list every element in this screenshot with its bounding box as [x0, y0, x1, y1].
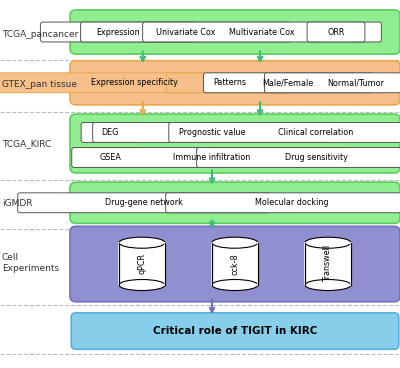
FancyBboxPatch shape	[70, 226, 400, 302]
Text: Transwell: Transwell	[324, 245, 332, 282]
Text: Male/Female: Male/Female	[262, 78, 314, 87]
Text: GTEX_pan tissue: GTEX_pan tissue	[2, 80, 77, 89]
FancyBboxPatch shape	[0, 73, 295, 93]
Ellipse shape	[212, 237, 258, 248]
Text: Univariate Cox: Univariate Cox	[156, 28, 216, 36]
Ellipse shape	[119, 280, 165, 291]
Ellipse shape	[212, 280, 258, 291]
FancyBboxPatch shape	[143, 22, 381, 42]
Text: Cell
Experiments: Cell Experiments	[2, 254, 59, 273]
Text: Normal/Tumor: Normal/Tumor	[328, 78, 384, 87]
FancyBboxPatch shape	[40, 22, 196, 42]
FancyBboxPatch shape	[93, 123, 331, 142]
FancyBboxPatch shape	[166, 73, 294, 93]
Text: Expression: Expression	[96, 28, 140, 36]
Text: Multivariate Cox: Multivariate Cox	[229, 28, 295, 36]
FancyBboxPatch shape	[307, 22, 365, 42]
Text: TCGA_pancancer: TCGA_pancancer	[2, 31, 78, 39]
FancyBboxPatch shape	[70, 61, 400, 105]
Text: Expression specificity: Expression specificity	[90, 78, 178, 87]
Text: Immune infiltration: Immune infiltration	[173, 153, 251, 162]
Text: DEG: DEG	[101, 128, 119, 137]
FancyBboxPatch shape	[80, 22, 292, 42]
Text: Molecular docking: Molecular docking	[255, 198, 329, 207]
FancyBboxPatch shape	[264, 73, 400, 93]
Bar	[119, 243, 165, 285]
Bar	[305, 243, 351, 285]
Text: Drug-gene network: Drug-gene network	[105, 198, 183, 207]
Ellipse shape	[305, 237, 351, 248]
FancyBboxPatch shape	[166, 193, 400, 213]
FancyBboxPatch shape	[169, 123, 400, 142]
Text: qPCR: qPCR	[138, 253, 146, 275]
Text: Prognostic value: Prognostic value	[179, 128, 245, 137]
Text: Patterns: Patterns	[214, 78, 246, 87]
Ellipse shape	[119, 237, 165, 248]
FancyBboxPatch shape	[71, 313, 399, 349]
Text: GSEA: GSEA	[99, 153, 121, 162]
FancyBboxPatch shape	[204, 73, 372, 93]
FancyBboxPatch shape	[197, 148, 400, 167]
FancyBboxPatch shape	[74, 148, 146, 167]
FancyBboxPatch shape	[70, 182, 400, 223]
Text: Clinical correlation: Clinical correlation	[278, 128, 354, 137]
Ellipse shape	[305, 280, 351, 291]
Text: TCGA_KIRC: TCGA_KIRC	[2, 139, 51, 148]
FancyBboxPatch shape	[18, 193, 270, 213]
FancyBboxPatch shape	[72, 148, 352, 167]
Text: Drug sensitivity: Drug sensitivity	[284, 153, 348, 162]
FancyBboxPatch shape	[70, 10, 400, 54]
Text: iGMDR: iGMDR	[2, 199, 32, 208]
FancyBboxPatch shape	[70, 114, 400, 173]
Bar	[212, 243, 258, 285]
Text: ORR: ORR	[327, 28, 345, 36]
Text: Critical role of TIGIT in KIRC: Critical role of TIGIT in KIRC	[153, 326, 317, 336]
Text: cck-8: cck-8	[230, 253, 239, 275]
FancyBboxPatch shape	[81, 123, 139, 142]
